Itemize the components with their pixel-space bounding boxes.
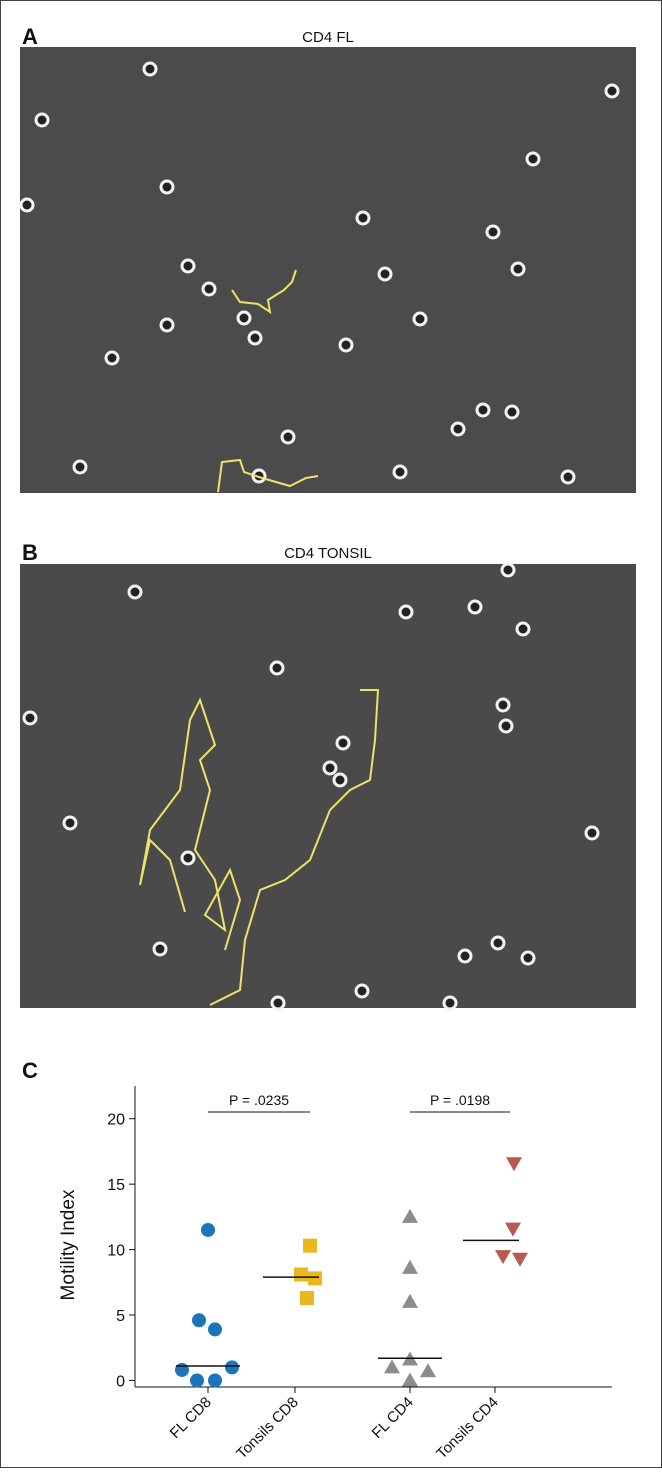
cell (129, 586, 141, 598)
cell (506, 406, 518, 418)
cell (469, 601, 481, 613)
y-tick-label: 10 (107, 1243, 125, 1260)
cell (379, 268, 391, 280)
cell (154, 943, 166, 955)
point (384, 1359, 400, 1373)
cell (522, 952, 534, 964)
point (208, 1373, 222, 1387)
cell (477, 404, 489, 416)
cell (487, 226, 499, 238)
point (506, 1157, 522, 1171)
panel-title: CD4 FL (302, 29, 354, 46)
point (402, 1209, 418, 1223)
cell (238, 312, 250, 324)
point (225, 1360, 239, 1374)
cell (562, 471, 574, 483)
cell (394, 466, 406, 478)
x-tick-label: FL CD4 (369, 1394, 417, 1442)
cell (334, 774, 346, 786)
cell (161, 181, 173, 193)
point (512, 1253, 528, 1267)
y-tick-label: 15 (107, 1177, 125, 1194)
cell (272, 997, 284, 1009)
cell (106, 352, 118, 364)
cell (497, 699, 509, 711)
cell (203, 283, 215, 295)
cell (271, 662, 283, 674)
y-tick-label: 5 (116, 1308, 125, 1325)
point (420, 1363, 436, 1377)
y-axis-label: Motility Index (58, 1189, 79, 1300)
x-tick-label: Tonsils CD4 (433, 1394, 502, 1463)
point (402, 1294, 418, 1308)
x-tick-label: FL CD8 (167, 1394, 215, 1442)
cell (182, 260, 194, 272)
cell (21, 199, 33, 211)
cell (512, 263, 524, 275)
point (303, 1239, 317, 1253)
cell (502, 564, 514, 576)
cell (400, 606, 412, 618)
cell (36, 114, 48, 126)
point (294, 1267, 308, 1281)
cell (527, 153, 539, 165)
cell (324, 762, 336, 774)
point (402, 1260, 418, 1274)
cell (144, 63, 156, 75)
cell (356, 985, 368, 997)
x-tick-label: Tonsils CD8 (233, 1394, 302, 1463)
cell (340, 339, 352, 351)
p-value: P = .0235 (229, 1092, 289, 1108)
cell (182, 852, 194, 864)
cell (606, 85, 618, 97)
cell (459, 950, 471, 962)
point (208, 1322, 222, 1336)
point (505, 1223, 521, 1237)
cell (161, 319, 173, 331)
cell (74, 461, 86, 473)
cell (500, 720, 512, 732)
cell (452, 423, 464, 435)
point (192, 1313, 206, 1327)
cell (444, 997, 456, 1009)
cell (24, 712, 36, 724)
point (495, 1250, 511, 1264)
panel-label: C (22, 1058, 38, 1083)
point (402, 1372, 418, 1386)
p-value: P = .0198 (430, 1092, 490, 1108)
point (308, 1271, 322, 1285)
point (190, 1373, 204, 1387)
figure: A CD4 FL B CD4 TONSIL C Motility Index 0… (0, 0, 662, 1468)
micrograph (20, 47, 636, 493)
panel-title: CD4 TONSIL (284, 545, 372, 562)
cell (517, 623, 529, 635)
point (175, 1363, 189, 1377)
micrograph (20, 564, 636, 1008)
cell (414, 313, 426, 325)
cell (282, 431, 294, 443)
cell (249, 332, 261, 344)
cell (64, 817, 76, 829)
cell (337, 737, 349, 749)
cell (492, 937, 504, 949)
page: A CD4 FL B CD4 TONSIL C Motility Index 0… (0, 0, 662, 1473)
point (201, 1223, 215, 1237)
point (300, 1291, 314, 1305)
cell (586, 827, 598, 839)
y-tick-label: 20 (107, 1112, 125, 1129)
cell (357, 212, 369, 224)
panel-label: A (22, 24, 38, 49)
y-tick-label: 0 (116, 1373, 125, 1390)
panel-label: B (22, 540, 38, 565)
